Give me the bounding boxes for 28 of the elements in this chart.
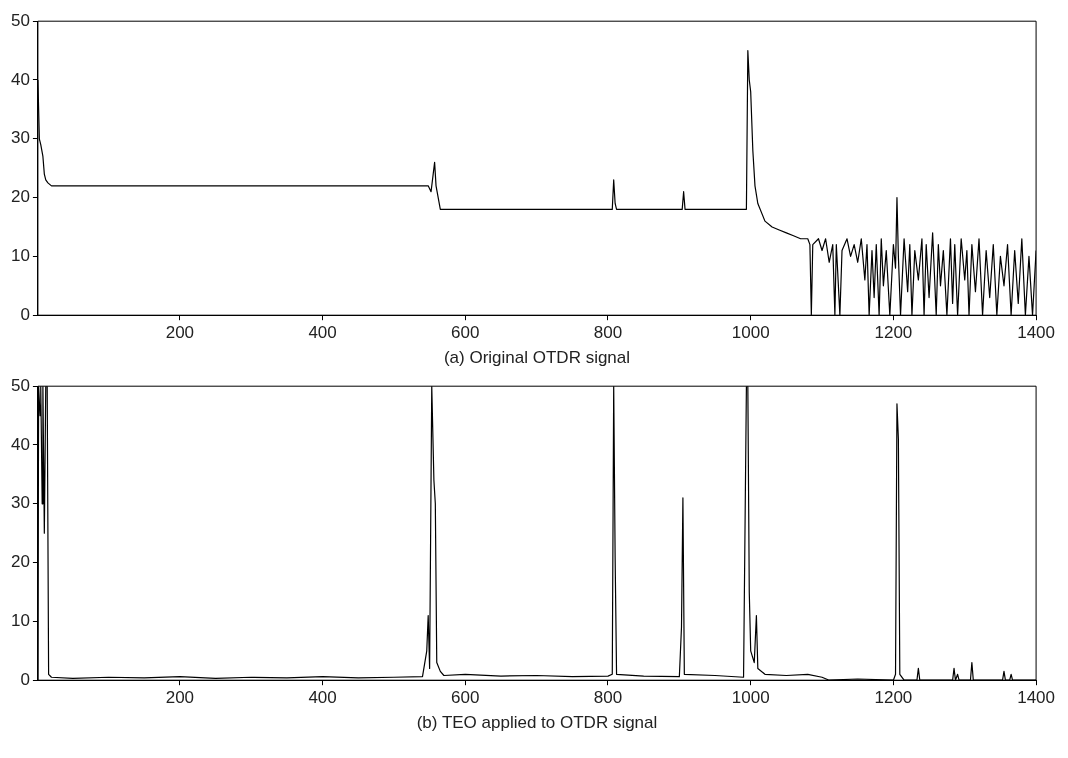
x-tick-label: 400 (308, 323, 337, 343)
x-tick-label: 400 (308, 688, 337, 708)
y-tick-label: 10 (10, 246, 30, 266)
x-axis-title: (a) Original OTDR signal (443, 348, 631, 368)
x-tick-label: 800 (593, 323, 623, 343)
x-tick-label: 200 (165, 323, 195, 343)
y-tick-label: 20 (10, 187, 30, 207)
x-tick-label: 1400 (1017, 688, 1055, 708)
y-tick-label: 20 (10, 552, 30, 572)
x-tick-label: 200 (165, 688, 195, 708)
x-tick-label: 1400 (1017, 323, 1055, 343)
y-tick-label: 40 (10, 434, 30, 454)
x-tick-label: 1200 (874, 323, 913, 343)
y-tick-label: 50 (10, 375, 30, 395)
y-tick-label: 30 (10, 493, 30, 513)
y-tick-label: 10 (10, 611, 30, 631)
x-tick-label: 600 (451, 688, 480, 708)
y-tick-label: 30 (10, 128, 30, 148)
y-tick-label: 0 (20, 304, 30, 324)
x-tick-label: 1000 (731, 323, 770, 343)
x-tick-label: 1000 (731, 688, 770, 708)
y-tick-label: 0 (20, 669, 30, 689)
y-tick-label: 50 (10, 10, 30, 30)
x-tick-label: 600 (451, 323, 480, 343)
x-tick-label: 1200 (874, 688, 913, 708)
x-tick-label: 800 (593, 688, 623, 708)
y-tick-label: 40 (10, 69, 30, 89)
x-axis-title: (b) TEO applied to OTDR signal (416, 713, 658, 733)
